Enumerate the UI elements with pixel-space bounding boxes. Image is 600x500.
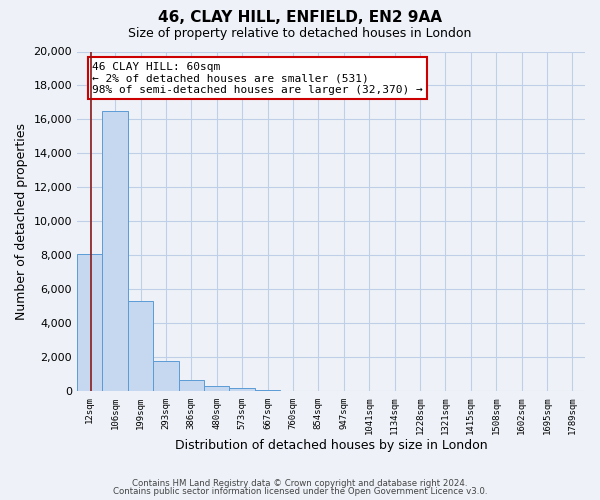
Y-axis label: Number of detached properties: Number of detached properties [15, 123, 28, 320]
Text: 46, CLAY HILL, ENFIELD, EN2 9AA: 46, CLAY HILL, ENFIELD, EN2 9AA [158, 10, 442, 25]
Bar [103, 111, 128, 392]
Text: Contains HM Land Registry data © Crown copyright and database right 2024.: Contains HM Land Registry data © Crown c… [132, 478, 468, 488]
Text: 46 CLAY HILL: 60sqm
← 2% of detached houses are smaller (531)
98% of semi-detach: 46 CLAY HILL: 60sqm ← 2% of detached hou… [92, 62, 423, 95]
Bar [255, 390, 280, 392]
X-axis label: Distribution of detached houses by size in London: Distribution of detached houses by size … [175, 440, 487, 452]
Bar [153, 361, 179, 392]
Bar [204, 386, 229, 392]
Bar [229, 388, 255, 392]
Text: Contains public sector information licensed under the Open Government Licence v3: Contains public sector information licen… [113, 488, 487, 496]
Bar [128, 302, 153, 392]
Text: Size of property relative to detached houses in London: Size of property relative to detached ho… [128, 28, 472, 40]
Bar [77, 254, 103, 392]
Bar [179, 380, 204, 392]
